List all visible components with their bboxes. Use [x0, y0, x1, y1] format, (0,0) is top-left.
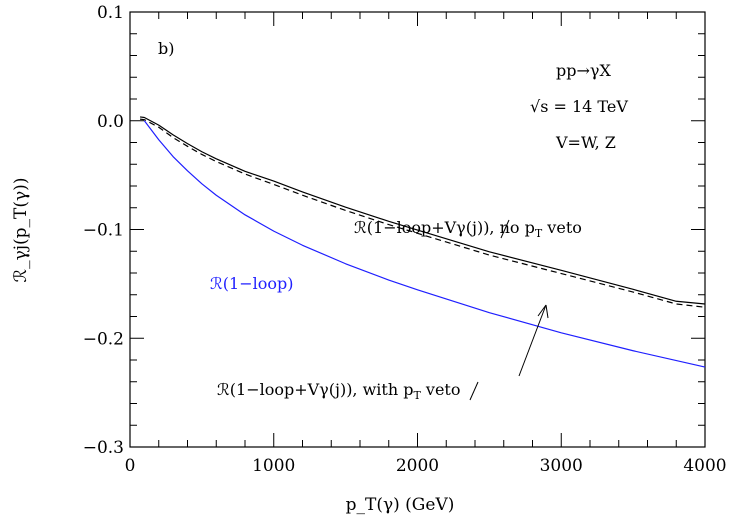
- y-tick-label: −0.3: [83, 438, 124, 458]
- legend-with-veto: ℛ(1−loop+Vγ(j)), with pT veto: [217, 380, 460, 402]
- series-one-loop: [143, 120, 706, 368]
- axis-tick-labels: 0 1000 2000 3000 4000 0.1 0.0 −0.1 −0.2 −0.3: [83, 3, 727, 476]
- pt-slash-no-veto: [500, 219, 510, 239]
- x-tick-label: 3000: [540, 456, 583, 476]
- y-tick-label: −0.2: [83, 329, 124, 349]
- y-tick-label: 0.1: [97, 3, 124, 23]
- process-reaction: pp→γX: [556, 61, 611, 80]
- annotation-arrow-line: [518, 304, 547, 377]
- series-no-veto: [139, 116, 706, 305]
- legend-with-veto-veto: veto: [421, 380, 461, 399]
- legend-no-veto: ℛ(1−loop+Vγ(j)), no pT veto: [354, 218, 582, 240]
- y-tick-label: −0.1: [83, 221, 124, 241]
- annotation-arrow-head: [537, 304, 549, 319]
- panel-label: b): [158, 39, 174, 58]
- process-energy: √s = 14 TeV: [530, 97, 628, 116]
- legend-with-veto-prefix: ℛ(1−loop+Vγ(j)), with: [217, 380, 403, 399]
- legend-no-veto-veto: veto: [542, 218, 582, 237]
- y-tick-label: 0.0: [97, 112, 124, 132]
- axis-ticks: [129, 11, 706, 448]
- series-with-veto: [139, 118, 706, 308]
- x-tick-label: 2000: [396, 456, 439, 476]
- legend-no-veto-pt: p: [525, 218, 535, 237]
- x-tick-label: 4000: [683, 456, 726, 476]
- legend-no-veto-pt-sub: T: [535, 227, 543, 240]
- x-axis-title-text: p_T(γ) (GeV): [346, 495, 455, 515]
- pt-slash-with-veto: [469, 381, 479, 401]
- legend-with-veto-pt: p: [403, 380, 413, 399]
- series-layer: [139, 116, 706, 368]
- legend-one-loop: ℛ(1−loop): [210, 274, 293, 293]
- x-tick-label: 1000: [252, 456, 295, 476]
- y-axis-title: ℛ_γj(p_T(γ)): [11, 178, 31, 283]
- process-bosons: V=W, Z: [555, 133, 616, 152]
- x-tick-label: 0: [125, 456, 136, 476]
- legend-no-veto-prefix: ℛ(1−loop+Vγ(j)), no: [354, 218, 525, 237]
- legend-with-veto-pt-sub: T: [413, 389, 421, 402]
- x-axis-title: p_T(γ) (GeV): [346, 495, 455, 515]
